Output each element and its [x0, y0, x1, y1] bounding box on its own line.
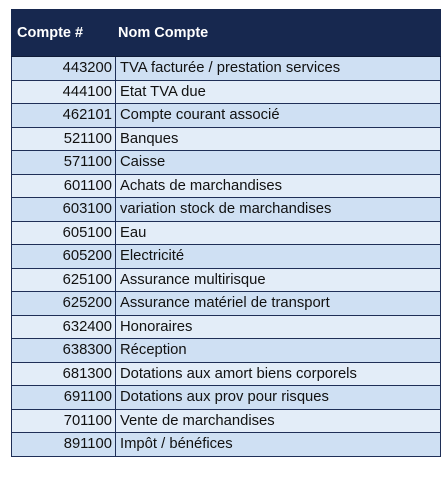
account-name-cell[interactable]: variation stock de marchandises — [116, 198, 441, 221]
table-header: Compte # Nom Compte — [11, 9, 441, 57]
account-number-cell[interactable]: 443200 — [12, 57, 116, 80]
account-number-cell[interactable]: 701100 — [12, 409, 116, 432]
table-row: 603100 variation stock de marchandises — [12, 198, 441, 222]
account-name-cell[interactable]: Vente de marchandises — [116, 409, 441, 432]
table-row: 701100 Vente de marchandises — [12, 409, 441, 433]
account-number-cell[interactable]: 638300 — [12, 339, 116, 362]
accounts-table: Compte # Nom Compte 443200 TVA facturée /… — [11, 9, 441, 457]
account-number-cell[interactable]: 625100 — [12, 268, 116, 291]
account-name-cell[interactable]: Assurance matériel de transport — [116, 292, 441, 315]
account-name-cell[interactable]: TVA facturée / prestation services — [116, 57, 441, 80]
account-number-cell[interactable]: 625200 — [12, 292, 116, 315]
account-name-cell[interactable]: Banques — [116, 127, 441, 150]
account-number-cell[interactable]: 605200 — [12, 245, 116, 268]
account-number-cell[interactable]: 605100 — [12, 221, 116, 244]
account-name-cell[interactable]: Compte courant associé — [116, 104, 441, 127]
table-row: 605100 Eau — [12, 221, 441, 245]
table-body: 443200 TVA facturée / prestation services… — [11, 57, 441, 457]
account-name-cell[interactable]: Impôt / bénéfices — [116, 433, 441, 456]
account-number-cell[interactable]: 891100 — [12, 433, 116, 456]
account-name-cell[interactable]: Assurance multirisque — [116, 268, 441, 291]
header-account-number[interactable]: Compte # — [11, 24, 115, 41]
account-name-cell[interactable]: Electricité — [116, 245, 441, 268]
account-number-cell[interactable]: 681300 — [12, 362, 116, 385]
table-row: 601100 Achats de marchandises — [12, 174, 441, 198]
account-number-cell[interactable]: 603100 — [12, 198, 116, 221]
table-row: 605200 Electricité — [12, 245, 441, 269]
table-row: 443200 TVA facturée / prestation services — [12, 57, 441, 81]
account-number-cell[interactable]: 462101 — [12, 104, 116, 127]
table-row: 638300 Réception — [12, 339, 441, 363]
account-number-cell[interactable]: 691100 — [12, 386, 116, 409]
header-account-name[interactable]: Nom Compte — [118, 24, 209, 41]
account-name-cell[interactable]: Caisse — [116, 151, 441, 174]
account-name-cell[interactable]: Dotations aux amort biens corporels — [116, 362, 441, 385]
table-row: 625200 Assurance matériel de transport — [12, 292, 441, 316]
account-name-cell[interactable]: Achats de marchandises — [116, 174, 441, 197]
account-number-cell[interactable]: 444100 — [12, 80, 116, 103]
table-row: 625100 Assurance multirisque — [12, 268, 441, 292]
table-row: 891100 Impôt / bénéfices — [12, 433, 441, 457]
table-row: 462101 Compte courant associé — [12, 104, 441, 128]
account-number-cell[interactable]: 632400 — [12, 315, 116, 338]
account-name-cell[interactable]: Dotations aux prov pour risques — [116, 386, 441, 409]
account-number-cell[interactable]: 571100 — [12, 151, 116, 174]
table-row: 444100 Etat TVA due — [12, 80, 441, 104]
table-row: 681300 Dotations aux amort biens corporel… — [12, 362, 441, 386]
account-name-cell[interactable]: Eau — [116, 221, 441, 244]
account-name-cell[interactable]: Etat TVA due — [116, 80, 441, 103]
account-number-cell[interactable]: 521100 — [12, 127, 116, 150]
account-number-cell[interactable]: 601100 — [12, 174, 116, 197]
account-name-cell[interactable]: Réception — [116, 339, 441, 362]
table-row: 571100 Caisse — [12, 151, 441, 175]
account-name-cell[interactable]: Honoraires — [116, 315, 441, 338]
table-row: 632400 Honoraires — [12, 315, 441, 339]
table-row: 521100 Banques — [12, 127, 441, 151]
table-row: 691100 Dotations aux prov pour risques — [12, 386, 441, 410]
